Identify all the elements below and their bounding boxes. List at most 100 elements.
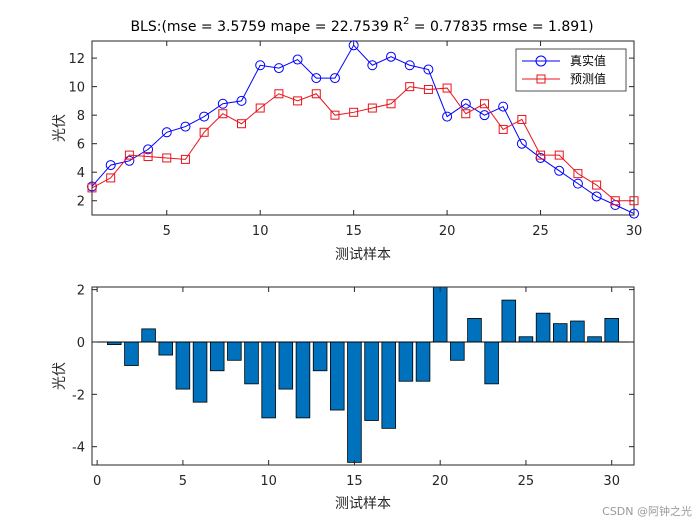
error-bar [381, 341, 396, 429]
predicted-value-point [311, 89, 321, 99]
true-value-point [498, 101, 509, 112]
predicted-value-point [274, 89, 284, 99]
true-value-point [386, 51, 397, 62]
error-bar [450, 341, 465, 361]
top-x-tick-label: 10 [252, 224, 269, 239]
bottom-y-tick-label: 2 [77, 284, 85, 299]
error-bar [261, 341, 276, 419]
predicted-value-point [143, 152, 153, 162]
predicted-value-point [386, 99, 396, 109]
predicted-value-point [124, 150, 134, 160]
top-y-tick-label: 10 [68, 81, 85, 96]
bottom-plot-area [91, 286, 635, 466]
bottom-y-tick-label: -2 [72, 388, 85, 403]
legend-true-marker [535, 55, 547, 67]
error-bar [364, 341, 379, 421]
true-value-point [479, 110, 490, 121]
true-value-point [591, 191, 602, 202]
top-y-tick-label: 6 [77, 138, 85, 153]
bottom-x-tick-label: 20 [432, 474, 449, 489]
true-value-point [423, 64, 434, 75]
error-bar [244, 341, 259, 385]
title-prefix: BLS:(mse = 3.5759 mape = 22.7539 R [130, 19, 403, 35]
error-bar [432, 286, 448, 343]
true-value-point [292, 54, 303, 65]
error-bar [312, 341, 328, 372]
top-x-tick-label: 15 [345, 224, 362, 239]
top-x-tick-label: 25 [532, 224, 549, 239]
bottom-x-tick-label: 15 [346, 474, 363, 489]
predicted-value-point [180, 154, 190, 164]
predicted-value-point [162, 153, 172, 163]
top-y-axis-label: 光伏 [52, 114, 68, 142]
true-value-point [161, 127, 172, 138]
title-superscript: 2 [403, 16, 409, 27]
predicted-value-point [349, 107, 359, 117]
bottom-plot-frame [91, 286, 635, 466]
top-x-tick-label: 5 [163, 224, 171, 239]
error-bar [124, 341, 139, 366]
true-value-point [367, 60, 378, 71]
error-bar [484, 341, 499, 385]
legend: 真实值 预测值 [515, 48, 627, 92]
error-bar [209, 341, 225, 372]
top-y-tick-label: 12 [68, 52, 85, 67]
error-bar [347, 341, 362, 463]
true-value-point [255, 60, 266, 71]
predicted-value-point [592, 180, 602, 190]
top-x-axis-label: 测试样本 [335, 247, 391, 263]
top-chart-title: BLS:(mse = 3.5759 mape = 22.7539 R2 = 0.… [130, 16, 593, 35]
error-bar [535, 312, 551, 343]
error-bar [398, 341, 414, 382]
predicted-value-point [405, 82, 415, 92]
legend-true-label: 真实值 [570, 53, 606, 68]
predicted-value-point [610, 196, 620, 206]
legend-pred-label: 预测值 [570, 71, 606, 86]
error-bar [278, 341, 294, 390]
predicted-value-point [367, 103, 377, 113]
true-value-line [91, 44, 635, 215]
true-value-point [329, 73, 340, 84]
title-suffix: = 0.77835 rmse = 1.891) [409, 19, 593, 35]
predicted-value-point [330, 110, 340, 120]
bottom-y-axis-label: 光伏 [52, 362, 68, 390]
bottom-x-tick-label: 5 [179, 474, 187, 489]
error-bar [330, 341, 345, 411]
legend-box [515, 48, 627, 92]
top-x-tick-label: 20 [439, 224, 456, 239]
top-y-tick-label: 4 [77, 166, 85, 181]
predicted-value-point [573, 169, 583, 179]
predicted-value-point [218, 109, 228, 119]
error-bar [415, 341, 431, 382]
bottom-chart: 0 5 10 15 20 25 30 -4 -2 0 2 测试样本 光伏 [52, 284, 635, 512]
error-bar [501, 299, 517, 343]
true-value-point [199, 111, 210, 122]
predicted-value-point [423, 84, 433, 94]
predicted-value-point [237, 119, 247, 129]
predicted-value-point [442, 83, 452, 93]
predicted-value-point [87, 183, 97, 193]
true-value-point [554, 165, 565, 176]
true-value-point [236, 95, 247, 106]
predicted-value-point [461, 109, 471, 119]
predicted-value-point [255, 103, 265, 113]
predicted-value-point [293, 96, 303, 106]
error-bar [141, 328, 156, 343]
true-value-point [348, 40, 359, 51]
error-bar [227, 341, 242, 361]
error-bar [158, 341, 174, 356]
bottom-x-tick-label: 0 [93, 474, 101, 489]
error-bar [518, 336, 534, 343]
predicted-value-point [517, 114, 527, 124]
error-bar [552, 323, 568, 343]
bottom-x-axis-label: 测试样本 [335, 496, 391, 512]
legend-pred-marker [536, 74, 546, 84]
error-bar [587, 336, 602, 343]
true-value-point [105, 160, 116, 171]
predicted-value-point [479, 99, 489, 109]
top-chart: BLS:(mse = 3.5759 mape = 22.7539 R2 = 0.… [52, 16, 642, 263]
bottom-y-tick-label: 0 [77, 336, 85, 351]
true-value-point [442, 111, 453, 122]
true-value-point [311, 73, 322, 84]
